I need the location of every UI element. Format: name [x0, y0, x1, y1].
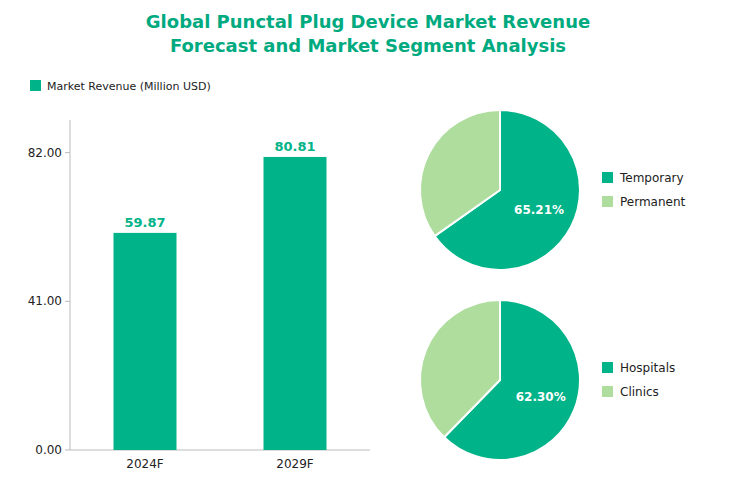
legend-swatch: [602, 172, 613, 183]
bar: [114, 233, 177, 450]
title-line: Forecast and Market Segment Analysis: [170, 35, 566, 56]
chart-root: Global Punctal Plug Device Market Revenu…: [0, 0, 736, 496]
legend: Temporary Permanent: [602, 171, 686, 209]
data-label: 80.81: [274, 139, 315, 154]
legend-swatch: [602, 362, 613, 373]
bar-chart: 0.00 41.00 82.00 59.87 80.81 2024F 2029F Market…: [28, 80, 370, 471]
y-tick-label: 82.00: [28, 146, 62, 160]
pie-slice: [420, 300, 500, 437]
legend-swatch: [602, 196, 613, 207]
y-tick-label: 41.00: [28, 294, 62, 308]
title-line: Global Punctal Plug Device Market Revenu…: [146, 11, 590, 32]
bars: [114, 157, 327, 450]
legend-label: Temporary: [619, 171, 684, 185]
legend-swatch: [30, 80, 41, 91]
legend: Hospitals Clinics: [602, 361, 675, 399]
legend-label: Clinics: [620, 385, 659, 399]
legend: Market Revenue (Million USD): [30, 80, 211, 93]
pie-chart: 65.21% Temporary Permanent: [420, 110, 686, 270]
bar: [264, 157, 327, 450]
x-tick-label: 2024F: [126, 457, 164, 471]
legend-label: Permanent: [620, 195, 686, 209]
y-tick: [65, 152, 70, 153]
legend-label: Hospitals: [620, 361, 675, 375]
data-label: 59.87: [124, 215, 165, 230]
x-tick-label: 2029F: [276, 457, 314, 471]
y-tick: [65, 301, 70, 302]
y-axis-line: [70, 120, 71, 450]
title: Global Punctal Plug Device Market Revenu…: [146, 11, 590, 56]
y-tick: [65, 450, 70, 451]
legend-label: Market Revenue (Million USD): [47, 80, 211, 93]
pie-chart: 62.30% Hospitals Clinics: [420, 300, 675, 460]
legend-swatch: [602, 386, 613, 397]
y-tick-label: 0.00: [35, 443, 62, 457]
data-label: 65.21%: [514, 203, 564, 217]
data-label: 62.30%: [516, 390, 566, 404]
background: [0, 0, 736, 496]
pie-slice: [420, 110, 500, 236]
